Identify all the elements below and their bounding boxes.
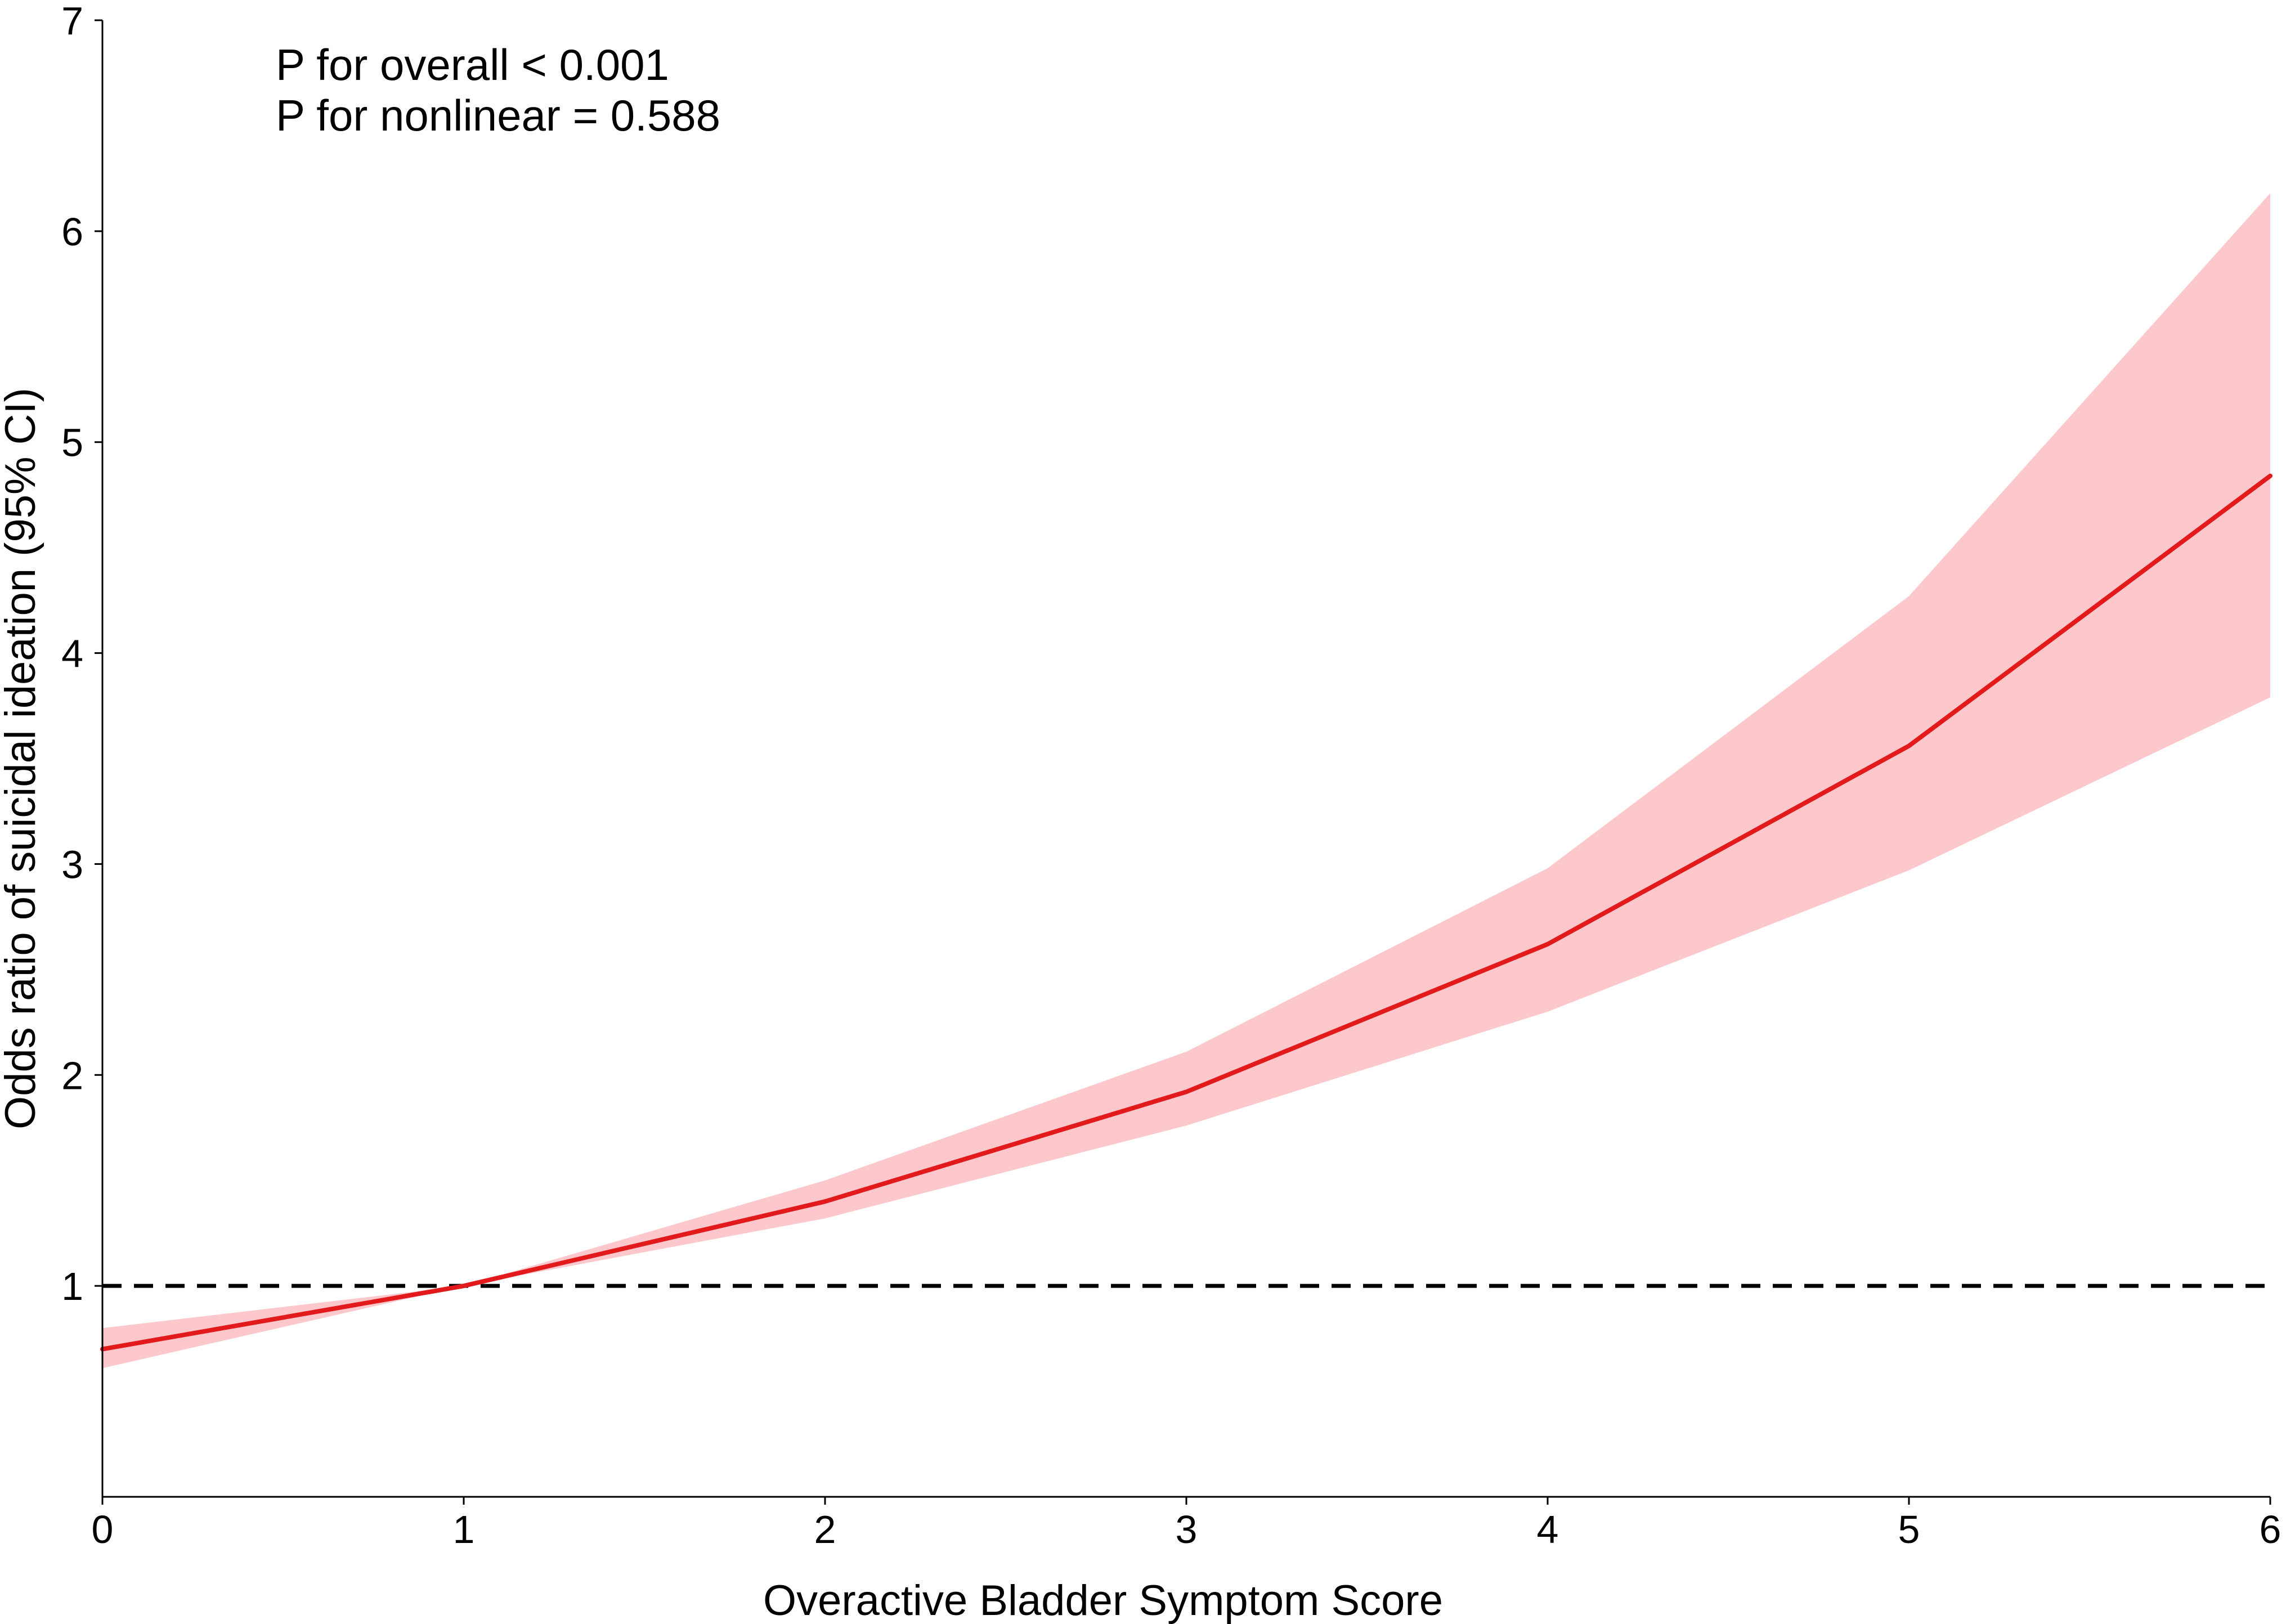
confidence-band-layer bbox=[102, 193, 2270, 1369]
y-tick-label: 5 bbox=[61, 421, 83, 465]
y-tick-label: 1 bbox=[61, 1264, 83, 1308]
annotation-p-overall: P for overall < 0.001 bbox=[276, 40, 669, 89]
x-ticks: 0 1 2 3 4 5 6 bbox=[92, 1497, 2281, 1551]
y-tick-label: 4 bbox=[61, 632, 83, 676]
x-axis-label: Overactive Bladder Symptom Score bbox=[763, 1577, 1443, 1624]
series-line-layer bbox=[100, 473, 2272, 1352]
y-tick-label: 2 bbox=[61, 1053, 83, 1097]
x-tick-label: 0 bbox=[92, 1508, 114, 1551]
x-tick-label: 1 bbox=[453, 1508, 475, 1551]
x-tick-label: 3 bbox=[1176, 1508, 1198, 1551]
x-tick-label: 2 bbox=[814, 1508, 836, 1551]
x-tick-label: 5 bbox=[1898, 1508, 1920, 1551]
y-ticks: 1 2 3 4 5 6 7 bbox=[61, 0, 102, 1308]
y-axis-label: Odds ratio of suicidal ideation (95% CI) bbox=[0, 388, 44, 1129]
x-tick-label: 4 bbox=[1537, 1508, 1559, 1551]
x-tick-label: 6 bbox=[2260, 1508, 2281, 1551]
y-tick-label: 3 bbox=[61, 842, 83, 886]
y-tick-label: 6 bbox=[61, 210, 83, 254]
y-tick-label: 7 bbox=[61, 0, 83, 43]
series-line bbox=[100, 473, 2272, 1352]
confidence-band bbox=[102, 193, 2270, 1369]
annotation-p-nonlinear: P for nonlinear = 0.588 bbox=[276, 91, 720, 140]
